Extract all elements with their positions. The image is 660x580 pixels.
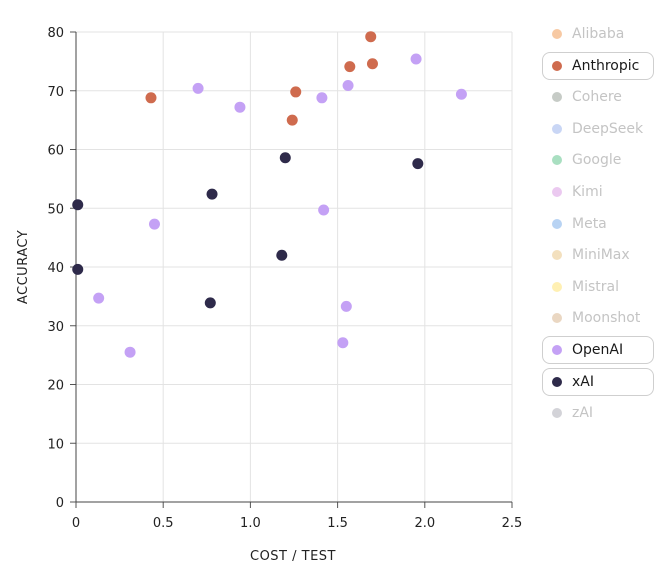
legend-item-zai[interactable]: zAI <box>542 399 654 427</box>
data-point-openai[interactable] <box>234 101 246 113</box>
x-tick-label: 1.0 <box>240 516 261 531</box>
legend-item-moonshot[interactable]: Moonshot <box>542 304 654 332</box>
legend-item-minimax[interactable]: MiniMax <box>542 241 654 269</box>
data-point-openai[interactable] <box>93 292 105 304</box>
legend-item-kimi[interactable]: Kimi <box>542 178 654 206</box>
legend-swatch <box>552 123 562 134</box>
legend-item-xai[interactable]: xAI <box>542 367 654 396</box>
data-point-xai[interactable] <box>72 263 84 275</box>
axes <box>70 31 513 508</box>
x-tick-label: 2.5 <box>502 516 523 531</box>
legend-label: Google <box>572 152 622 169</box>
legend-item-openai[interactable]: OpenAI <box>542 335 654 364</box>
data-point-anthropic[interactable] <box>365 31 377 43</box>
legend-swatch <box>552 92 562 103</box>
x-axis-title: COST / TEST <box>250 549 336 564</box>
data-point-xai[interactable] <box>276 249 288 261</box>
legend-label: Mistral <box>572 278 619 295</box>
x-tick-label: 0 <box>72 516 80 531</box>
data-point-openai[interactable] <box>124 346 136 358</box>
data-point-xai[interactable] <box>206 188 218 200</box>
x-tick-label: 1.5 <box>327 516 348 531</box>
data-point-anthropic[interactable] <box>286 114 298 126</box>
data-point-anthropic[interactable] <box>366 58 378 70</box>
legend-item-anthropic[interactable]: Anthropic <box>542 51 654 80</box>
legend-swatch <box>552 218 562 229</box>
legend-item-alibaba[interactable]: Alibaba <box>542 20 654 48</box>
y-tick-label: 20 <box>47 379 64 394</box>
data-point-openai[interactable] <box>337 337 349 349</box>
legend: Alibaba Anthropic Cohere DeepSeek Google Kimi… <box>542 20 654 431</box>
legend-swatch <box>552 60 562 71</box>
data-point-xai[interactable] <box>412 158 424 170</box>
y-tick-label: 70 <box>47 85 64 100</box>
y-tick-label: 0 <box>56 496 64 511</box>
legend-label: Moonshot <box>572 310 641 327</box>
y-tick-label: 10 <box>47 437 64 452</box>
legend-swatch <box>552 408 562 419</box>
legend-label: Cohere <box>572 89 622 106</box>
legend-swatch <box>552 376 562 387</box>
data-points <box>72 31 467 358</box>
data-point-openai[interactable] <box>410 53 422 65</box>
data-point-openai[interactable] <box>318 204 330 216</box>
legend-label: Alibaba <box>572 26 625 42</box>
legend-swatch <box>552 344 562 355</box>
data-point-anthropic[interactable] <box>145 92 157 104</box>
data-point-openai[interactable] <box>148 218 160 230</box>
legend-swatch <box>552 250 562 261</box>
data-point-openai[interactable] <box>340 300 352 312</box>
scatter-chart: 0 10 20 30 40 50 60 70 80 0 0.5 1.0 1.5 2.0 2.5 COST /… <box>16 26 522 564</box>
legend-item-google[interactable]: Google <box>542 146 654 174</box>
legend-swatch <box>552 29 562 39</box>
y-tick-label: 80 <box>47 26 64 41</box>
legend-label: zAI <box>572 405 594 422</box>
legend-swatch <box>552 313 562 324</box>
legend-item-deepseek[interactable]: DeepSeek <box>542 115 654 143</box>
x-tick-label: 0.5 <box>153 516 174 531</box>
data-point-anthropic[interactable] <box>344 61 356 73</box>
legend-item-meta[interactable]: Meta <box>542 210 654 238</box>
legend-label: Meta <box>572 215 607 232</box>
y-axis-title: ACCURACY <box>16 230 31 304</box>
data-point-xai[interactable] <box>279 152 291 164</box>
legend-label: Kimi <box>572 183 603 200</box>
legend-swatch <box>552 155 562 166</box>
legend-label: Anthropic <box>572 57 640 74</box>
legend-swatch <box>552 281 562 292</box>
legend-label: MiniMax <box>572 247 630 264</box>
legend-swatch <box>552 186 562 197</box>
data-point-xai[interactable] <box>204 297 216 309</box>
data-point-openai[interactable] <box>342 79 354 91</box>
y-tick-label: 40 <box>47 261 64 276</box>
x-tick-label: 2.0 <box>414 516 435 531</box>
tick-labels: 0 10 20 30 40 50 60 70 80 0 0.5 1.0 1.5 2.0 2.5 <box>47 26 522 531</box>
data-point-openai[interactable] <box>455 88 467 100</box>
data-point-openai[interactable] <box>316 92 328 104</box>
y-tick-label: 50 <box>47 202 64 217</box>
legend-label: xAI <box>572 373 594 390</box>
data-point-openai[interactable] <box>192 82 204 94</box>
data-point-xai[interactable] <box>72 199 84 211</box>
data-point-anthropic[interactable] <box>290 86 302 98</box>
legend-item-mistral[interactable]: Mistral <box>542 273 654 301</box>
legend-item-cohere[interactable]: Cohere <box>542 83 654 111</box>
legend-label: OpenAI <box>572 341 624 358</box>
y-tick-label: 30 <box>47 320 64 335</box>
legend-label: DeepSeek <box>572 120 644 137</box>
grid-lines <box>75 31 513 503</box>
y-tick-label: 60 <box>47 144 64 159</box>
